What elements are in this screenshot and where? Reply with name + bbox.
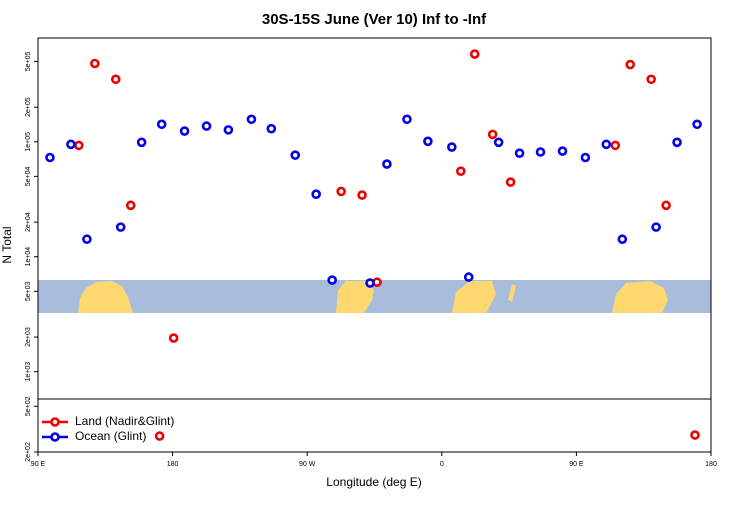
point <box>617 234 628 245</box>
point <box>505 177 516 187</box>
point <box>365 278 375 288</box>
y-tick-label: 5e+02 <box>25 396 32 416</box>
point <box>661 200 671 211</box>
y-tick-label: 5e+05 <box>25 52 32 72</box>
point <box>115 222 126 232</box>
y-tick-label: 2e+04 <box>25 212 32 232</box>
point <box>514 148 525 158</box>
point <box>690 430 700 440</box>
point <box>154 431 165 441</box>
x-tick-label: 90 W <box>299 461 316 468</box>
legend-marker <box>50 432 60 442</box>
point <box>266 123 277 134</box>
land <box>452 281 496 313</box>
x-axis-label: Longitude (deg E) <box>326 475 421 489</box>
point <box>610 140 621 151</box>
point <box>74 140 84 151</box>
x-tick-label: 90 E <box>569 461 584 468</box>
point <box>455 166 466 176</box>
chart-title: 30S-15S June (Ver 10) Inf to -Inf <box>262 11 487 28</box>
point <box>580 152 591 163</box>
point <box>110 74 121 85</box>
point <box>246 114 257 125</box>
point <box>463 272 474 282</box>
point <box>290 150 301 160</box>
point <box>311 189 321 199</box>
point <box>557 146 568 156</box>
land <box>508 284 516 302</box>
point <box>90 58 100 69</box>
land <box>78 281 133 313</box>
y-axis-label: N Total <box>0 226 14 263</box>
legend-label: Land (Nadir&Glint) <box>75 414 174 428</box>
y-tick-label: 1e+03 <box>25 362 32 382</box>
y-tick-label: 1e+05 <box>25 132 32 152</box>
point <box>601 139 612 150</box>
point <box>66 139 76 150</box>
point <box>672 137 682 148</box>
x-tick-label: 0 <box>440 461 444 468</box>
point <box>402 114 412 125</box>
point <box>692 119 702 130</box>
x-tick-label: 180 <box>705 461 717 468</box>
point <box>179 126 190 136</box>
point <box>336 186 346 197</box>
point <box>493 137 504 148</box>
point <box>625 59 636 70</box>
point <box>136 137 147 148</box>
y-tick-label: 5e+03 <box>25 281 32 301</box>
point <box>45 152 55 163</box>
point <box>357 190 367 200</box>
point <box>487 129 498 140</box>
point <box>382 159 392 169</box>
point <box>82 234 92 245</box>
point <box>125 200 136 211</box>
legend-label: Ocean (Glint) <box>75 429 146 443</box>
point <box>651 222 661 232</box>
legend-marker <box>50 417 60 427</box>
y-tick-label: 2e+02 <box>25 442 32 462</box>
x-tick-label: 180 <box>167 461 179 468</box>
point <box>423 136 433 147</box>
point <box>327 275 337 285</box>
point <box>201 121 212 131</box>
land <box>612 281 668 313</box>
y-tick-label: 2e+05 <box>25 97 32 117</box>
point <box>469 49 480 59</box>
point <box>447 142 457 152</box>
plot-frame <box>37 37 712 453</box>
point <box>156 119 167 130</box>
y-tick-label: 5e+04 <box>25 166 32 186</box>
land <box>336 281 374 313</box>
point <box>535 147 546 157</box>
point <box>646 74 656 85</box>
point <box>168 333 179 343</box>
y-tick-label: 2e+03 <box>25 327 32 347</box>
point <box>223 125 234 135</box>
x-tick-label: 90 E <box>31 461 46 468</box>
y-tick-label: 1e+04 <box>25 247 32 267</box>
